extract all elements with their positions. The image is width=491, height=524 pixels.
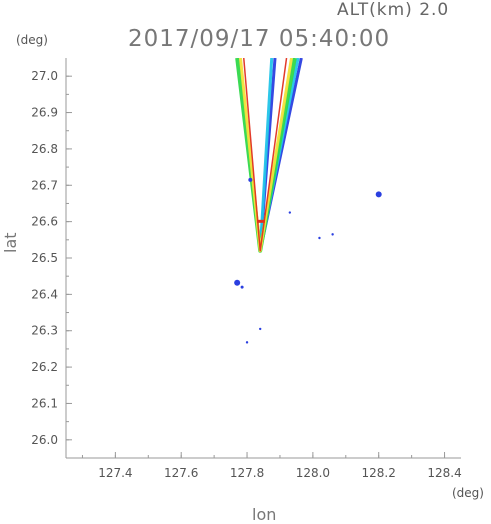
echo-red-spot (256, 219, 265, 223)
y-tick-label-5: 26.5 (31, 251, 58, 265)
echo-point-8 (248, 177, 253, 182)
axes: 26.0 26.1 26.2 26.3 26.4 26.5 26.6 26.7 26.8 26.9… (31, 58, 462, 480)
echo-point-0 (375, 191, 382, 198)
echo-point-4 (259, 327, 262, 331)
plot-area (234, 58, 382, 344)
y-tick-label-8: 26.8 (31, 142, 58, 156)
echo-point-6 (318, 236, 321, 240)
echo-band-red (243, 58, 288, 252)
y-tick-label-0: 26.0 (31, 433, 58, 447)
timestamp-title: 2017/09/17 05:40:00 (128, 26, 391, 52)
x-tick-label-4: 128.2 (362, 466, 396, 480)
x-tick-label-2: 127.8 (230, 466, 264, 480)
y-tick-label-1: 26.1 (31, 396, 58, 410)
echo-point-3 (245, 341, 249, 344)
x-tick-label-3: 128.0 (296, 466, 330, 480)
x-tick-label-0: 127.4 (98, 466, 132, 480)
y-tick-label-10: 27.0 (31, 69, 58, 83)
x-tick-label-1: 127.6 (164, 466, 198, 480)
y-tick-label-6: 26.6 (31, 215, 58, 229)
echo-point-7 (331, 233, 334, 236)
x-axis-unit: (deg) (452, 486, 484, 500)
x-axis-label: lon (252, 505, 277, 524)
echo-point-2 (240, 285, 244, 289)
echo-point-1 (234, 279, 241, 286)
altitude-label: ALT(km) 2.0 (337, 0, 450, 20)
y-tick-label-4: 26.4 (31, 287, 58, 301)
y-axis-unit: (deg) (16, 33, 48, 47)
x-tick-label-5: 128.4 (427, 466, 461, 480)
y-tick-label-2: 26.2 (31, 360, 58, 374)
echo-point-5 (288, 211, 292, 214)
y-tick-label-7: 26.7 (31, 178, 58, 192)
y-tick-label-3: 26.3 (31, 324, 58, 338)
y-tick-label-9: 26.9 (31, 106, 58, 120)
